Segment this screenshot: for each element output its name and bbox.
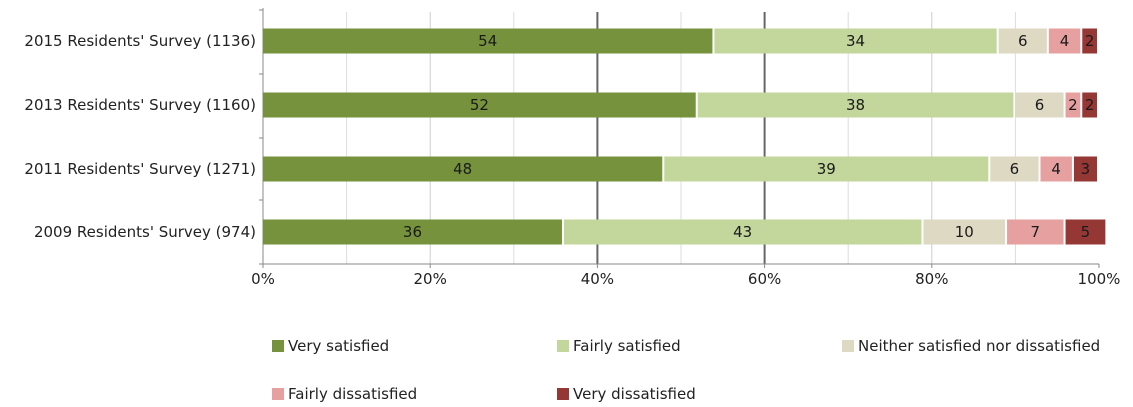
bar-segment [664,156,989,182]
bar-segment [714,28,997,54]
data-label: 38 [846,96,865,114]
bar-segment [563,219,922,245]
x-tick-label: 0% [251,270,275,288]
data-label: 52 [470,96,489,114]
bar-segment [1007,219,1064,245]
bar-segment [1015,92,1064,118]
data-label: 2 [1085,96,1095,114]
category-label: 2009 Residents' Survey (974) [34,223,256,241]
data-label: 2 [1068,96,1078,114]
bar-segment [1073,156,1097,182]
bar-segment [263,219,562,245]
data-label: 6 [1018,32,1028,50]
data-label: 3 [1081,160,1091,178]
data-label: 6 [1035,96,1045,114]
bar-segment [1082,92,1097,118]
data-label: 36 [403,223,422,241]
x-tick-label: 60% [748,270,781,288]
bar-segment [263,92,696,118]
category-label: 2013 Residents' Survey (1160) [24,96,256,114]
data-label: 2 [1085,32,1095,50]
data-label: 39 [817,160,836,178]
bar-segment [1048,28,1081,54]
bar-segment [1065,92,1081,118]
data-label: 10 [955,223,974,241]
data-label: 34 [846,32,865,50]
bar-segment [998,28,1047,54]
x-tick-label: 100% [1078,270,1121,288]
data-label: 5 [1081,223,1091,241]
data-label: 6 [1010,160,1020,178]
category-label: 2011 Residents' Survey (1271) [24,160,256,178]
bar-segment [923,219,1006,245]
x-tick-label: 80% [915,270,948,288]
data-label: 7 [1031,223,1041,241]
data-label: 43 [733,223,752,241]
data-label: 48 [453,160,472,178]
data-label: 4 [1060,32,1070,50]
data-label: 54 [478,32,497,50]
data-label: 4 [1051,160,1061,178]
x-tick-label: 20% [414,270,447,288]
bar-segment [263,156,663,182]
category-label: 2015 Residents' Survey (1136) [24,32,256,50]
x-tick-label: 40% [581,270,614,288]
bar-segment [263,28,713,54]
bar-segment [697,92,1014,118]
bar-segment [1065,219,1106,245]
bar-segment [990,156,1039,182]
bar-segment [1040,156,1072,182]
bar-segment [1082,28,1097,54]
